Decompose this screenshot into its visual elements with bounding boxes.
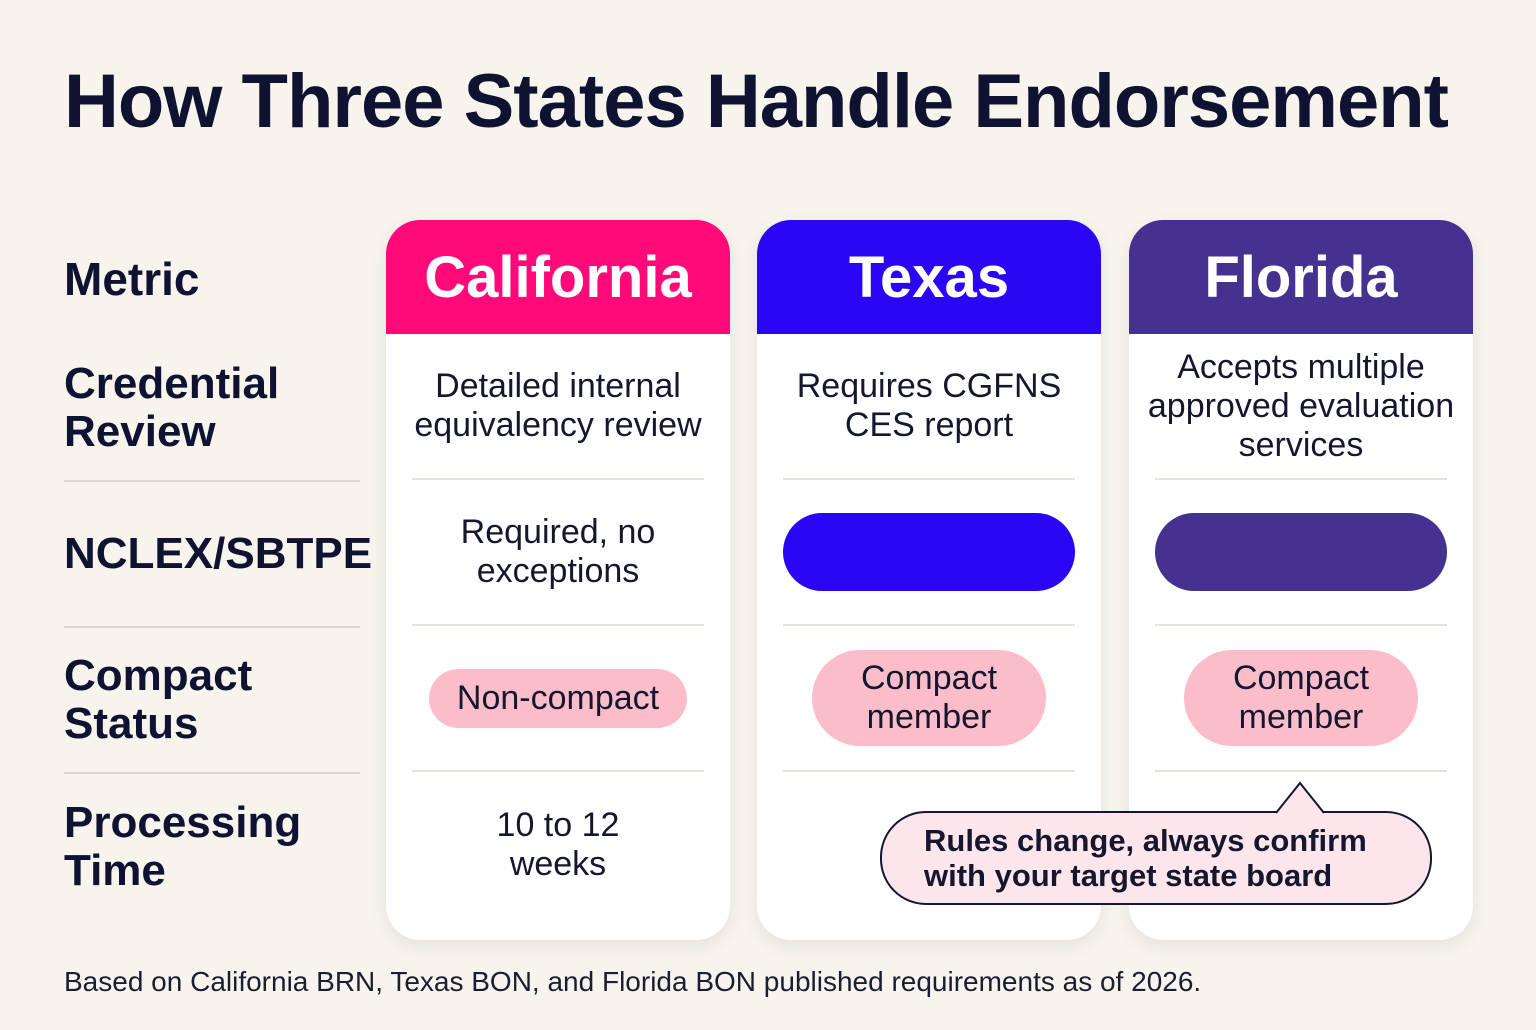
metric-column: Metric Credential Review NCLEX/SBTPE Com… [64, 222, 372, 920]
texas-compact-badge: Compact member [812, 650, 1046, 746]
footnote: Based on California BRN, Texas BON, and … [64, 966, 1202, 997]
california-header: California [386, 220, 730, 334]
california-credential-review-text: Detailed internal equivalency review [414, 367, 702, 444]
florida-compact-badge: Compact member [1184, 650, 1418, 746]
florida-compact-status: Compact member [1155, 626, 1447, 772]
metric-nclex-label: NCLEX/SBTPE [64, 529, 373, 578]
texas-header: Texas [757, 220, 1101, 334]
california-processing-time-text: 10 to 12 weeks [496, 806, 620, 883]
callout-text: Rules change, always confirm with your t… [924, 823, 1367, 893]
florida-nclex-bar [1155, 513, 1447, 591]
florida-credential-review: Accepts multiple approved evaluation ser… [1148, 334, 1454, 480]
callout-tail-icon [1276, 781, 1324, 814]
texas-compact-status: Compact member [783, 626, 1075, 772]
page-title: How Three States Handle Endorsement [64, 59, 1449, 144]
california-nclex-text: Required, no exceptions [460, 513, 656, 590]
texas-credential-review-text: Requires CGFNS CES report [796, 367, 1062, 444]
california-nclex: Required, no exceptions [412, 480, 704, 626]
california-compact-status: Non-compact [412, 626, 704, 772]
texas-card: Texas Requires CGFNS CES report Compact … [757, 220, 1101, 940]
metric-nclex: NCLEX/SBTPE [64, 482, 372, 628]
metric-header: Metric [64, 253, 200, 305]
california-credential-review: Detailed internal equivalency review [412, 334, 704, 480]
california-compact-badge: Non-compact [428, 668, 688, 728]
metric-compact-status: Compact Status [64, 628, 360, 774]
texas-nclex [783, 480, 1075, 626]
metric-compact-status-label: Compact Status [64, 651, 253, 748]
florida-nclex [1155, 480, 1447, 626]
california-processing-time: 10 to 12 weeks [412, 772, 704, 918]
california-card: California Detailed internal equivalency… [386, 220, 730, 940]
metric-credential-review: Credential Review [64, 336, 360, 482]
florida-credential-review-text: Accepts multiple approved evaluation ser… [1147, 347, 1455, 464]
callout-note: Rules change, always confirm with your t… [880, 811, 1432, 905]
metric-processing-time-label: Processing Time [64, 798, 302, 895]
texas-nclex-bar [783, 513, 1075, 591]
florida-header: Florida [1129, 220, 1473, 334]
metric-credential-review-label: Credential Review [64, 359, 280, 456]
metric-processing-time: Processing Time [64, 774, 360, 920]
texas-credential-review: Requires CGFNS CES report [783, 334, 1075, 480]
